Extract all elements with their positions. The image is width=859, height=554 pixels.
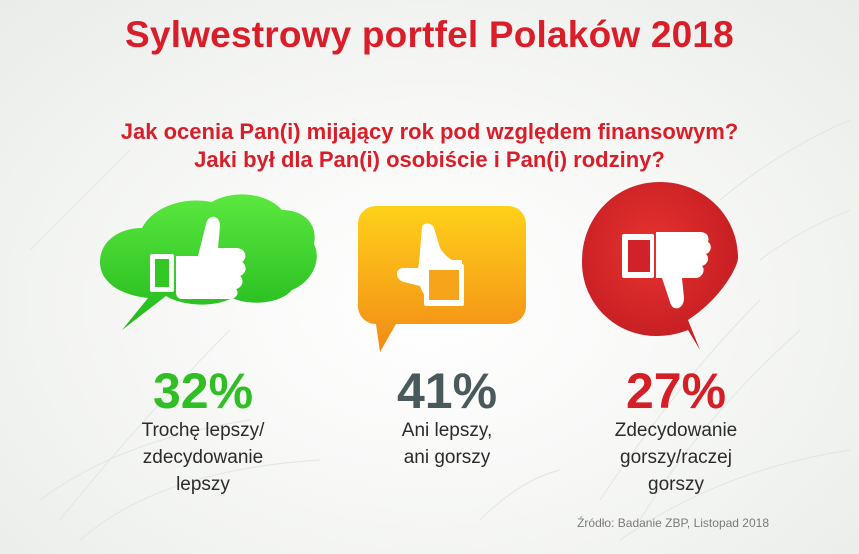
label-neutral-line-2: ani gorszy bbox=[403, 447, 491, 468]
question-line-2: Jaki był dla Pan(i) osobiście i Pan(i) r… bbox=[194, 147, 665, 172]
label-neutral: Ani lepszy, ani gorszy bbox=[337, 417, 557, 471]
percent-neutral: 41% bbox=[396, 363, 498, 419]
bubble-neutral bbox=[358, 206, 526, 352]
label-negative-line-1: Zdecydowanie bbox=[614, 420, 738, 441]
label-positive: Trochę lepszy/ zdecydowanie lepszy bbox=[93, 417, 313, 498]
label-negative: Zdecydowanie gorszy/raczej gorszy bbox=[566, 417, 786, 498]
label-positive-line-1: Trochę lepszy/ bbox=[141, 420, 265, 441]
thumbs-up-icon bbox=[150, 216, 246, 299]
percent-negative: 27% bbox=[625, 363, 727, 419]
bubble-positive bbox=[100, 194, 317, 330]
label-positive-line-2: zdecydowanie bbox=[142, 447, 264, 468]
label-neutral-line-1: Ani lepszy, bbox=[401, 420, 493, 441]
question-line-1: Jak ocenia Pan(i) mijający rok pod wzglę… bbox=[120, 119, 739, 144]
label-positive-line-3: lepszy bbox=[176, 474, 230, 495]
percent-positive: 32% bbox=[152, 363, 254, 419]
label-negative-line-2: gorszy/raczej bbox=[620, 447, 732, 468]
bubble-negative bbox=[582, 182, 738, 350]
thumb-sideways-icon bbox=[396, 223, 464, 306]
survey-question: Jak ocenia Pan(i) mijający rok pod wzglę… bbox=[0, 118, 859, 174]
label-negative-line-3: gorszy bbox=[648, 474, 704, 495]
thumbs-down-icon bbox=[622, 232, 711, 309]
source-note: Źródło: Badanie ZBP, Listopad 2018 bbox=[577, 516, 769, 530]
page-title: Sylwestrowy portfel Polaków 2018 bbox=[125, 14, 734, 55]
